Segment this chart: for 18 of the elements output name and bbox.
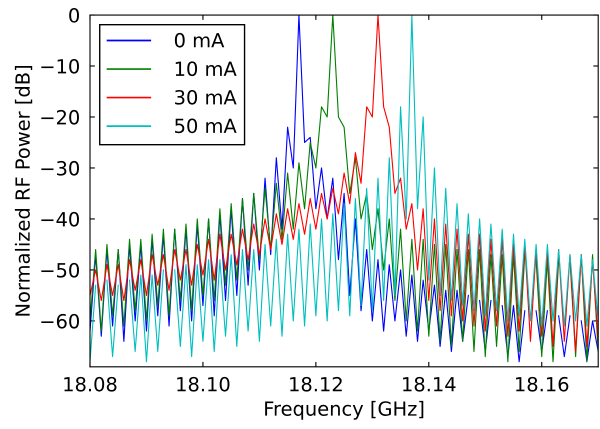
x-axis-title: Frequency [GHz] (265, 400, 424, 420)
x-tick-label: 18.14 (403, 376, 456, 392)
x-tick-label: 18.10 (177, 376, 230, 392)
y-tick-label: −60 (41, 314, 79, 329)
x-tick-label: 18.08 (64, 376, 116, 392)
y-tick-label: −30 (41, 160, 79, 176)
legend-label: 50 mA (175, 118, 237, 134)
y-tick-label: −50 (41, 262, 79, 278)
y-tick-label: 0 (69, 8, 79, 23)
y-tick-label: −20 (41, 110, 79, 125)
legend-label: 10 mA (176, 61, 237, 76)
y-tick-label: −10 (41, 58, 79, 74)
legend-label: 0 mA (174, 32, 224, 48)
y-tick-label: −40 (41, 212, 79, 227)
x-tick-label: 18.12 (290, 376, 342, 392)
legend-label: 30 mA (175, 90, 237, 105)
y-axis-title: Normalized RF Power [dB] (14, 66, 32, 316)
x-tick-label: 18.16 (516, 376, 568, 392)
